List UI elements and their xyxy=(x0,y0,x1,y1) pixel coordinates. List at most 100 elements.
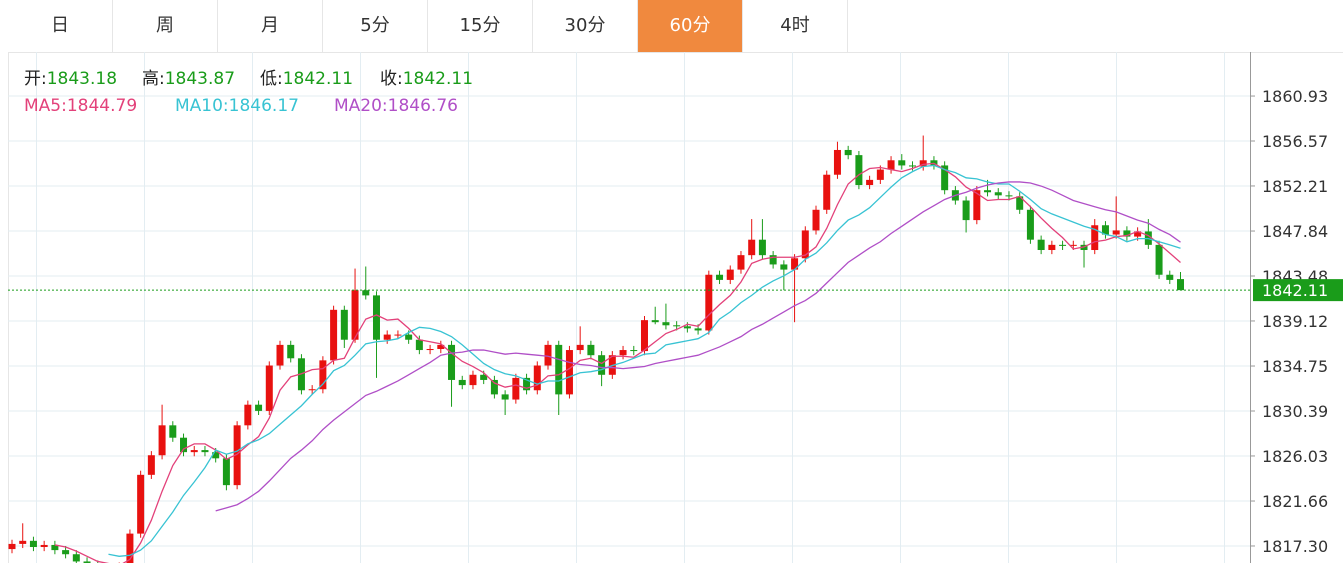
candle-body xyxy=(683,326,691,329)
tab[interactable]: 5分 xyxy=(323,0,428,52)
candle-body xyxy=(673,325,681,327)
grid xyxy=(8,95,1250,547)
ma-line xyxy=(54,162,1181,563)
candle-body xyxy=(726,269,734,280)
candle-body xyxy=(791,258,799,270)
candle-body xyxy=(458,379,466,386)
candle-body xyxy=(523,377,531,391)
ma-line xyxy=(108,164,1181,557)
candle-body xyxy=(812,209,820,231)
candle-body xyxy=(72,554,80,562)
ma-legend: MA5:1844.79 xyxy=(24,96,137,116)
ohlc-label: 开: xyxy=(24,69,47,89)
candle-body xyxy=(83,561,91,563)
candle-body xyxy=(748,239,756,256)
tab[interactable]: 60分 xyxy=(638,0,743,52)
ohlc-value: 1843.87 xyxy=(165,69,235,89)
candle-body xyxy=(1069,244,1077,246)
candle-body xyxy=(640,320,648,352)
ma-value: 1846.76 xyxy=(388,96,458,116)
candle-body xyxy=(941,165,949,191)
candle-body xyxy=(330,309,338,361)
y-tick-label: 1817.30 xyxy=(1262,537,1328,556)
candle-body xyxy=(426,349,434,351)
candle-body xyxy=(126,533,134,563)
y-tick-label: 1852.21 xyxy=(1262,177,1328,196)
ohlc-value: 1843.18 xyxy=(47,69,117,89)
tab[interactable]: 30分 xyxy=(533,0,638,52)
candle-body xyxy=(1059,244,1067,246)
candle-body xyxy=(394,334,402,336)
candle-body xyxy=(405,334,413,340)
candle-body xyxy=(180,437,188,453)
tab[interactable]: 月 xyxy=(218,0,323,52)
y-tick-label: 1856.57 xyxy=(1262,132,1328,151)
candle-body xyxy=(308,389,316,391)
axis: 1860.931856.571852.211847.841843.481839.… xyxy=(1250,87,1328,556)
candle-body xyxy=(651,320,659,323)
candle-body xyxy=(448,344,456,380)
candle-body xyxy=(169,425,177,438)
candle-body xyxy=(716,274,724,280)
candle-body xyxy=(758,239,766,256)
candle-body xyxy=(1037,239,1045,251)
candle-body xyxy=(866,179,874,186)
tab[interactable]: 15分 xyxy=(428,0,533,52)
candle-body xyxy=(887,160,895,170)
candle-body xyxy=(823,174,831,210)
candle-body xyxy=(801,230,809,259)
candle-body xyxy=(469,374,477,386)
candle-body xyxy=(233,425,241,486)
tab[interactable]: 4时 xyxy=(743,0,848,52)
candle-body xyxy=(501,394,509,400)
tab[interactable]: 周 xyxy=(113,0,218,52)
candle-body xyxy=(908,165,916,167)
candle-body xyxy=(994,192,1002,196)
candle-body xyxy=(705,274,713,331)
candle-body xyxy=(276,344,284,366)
candle-body xyxy=(158,425,166,456)
ohlc-label: 收: xyxy=(380,69,403,89)
candle-body xyxy=(1091,225,1099,251)
candle-body xyxy=(1166,274,1174,280)
candle-body xyxy=(319,360,327,390)
candle-body xyxy=(555,344,563,395)
candle-body xyxy=(490,379,498,395)
y-tick-label: 1834.75 xyxy=(1262,357,1328,376)
ohlc-item: 低:1842.11 xyxy=(260,69,353,89)
candle-body xyxy=(212,452,220,459)
candle-body xyxy=(973,190,981,221)
ohlc-value: 1842.11 xyxy=(283,69,353,89)
ma-value: 1844.79 xyxy=(67,96,137,116)
candle-body xyxy=(1005,195,1013,197)
candle-body xyxy=(255,404,263,411)
ma-name: MA5: xyxy=(24,96,67,116)
candle-body xyxy=(8,543,16,550)
candle-body xyxy=(51,544,59,551)
candle-body xyxy=(383,334,391,340)
y-tick-label: 1821.66 xyxy=(1262,492,1328,511)
last-price-box xyxy=(1253,279,1343,302)
candle-body xyxy=(962,200,970,221)
candle-body xyxy=(265,365,273,411)
candle-body xyxy=(1112,230,1120,235)
candle-body xyxy=(1134,231,1142,237)
y-tick-label: 1860.93 xyxy=(1262,87,1328,106)
candle-body xyxy=(598,355,606,375)
candle-body xyxy=(62,550,70,555)
candle-body xyxy=(1048,244,1056,251)
ohlc-label: 高: xyxy=(142,69,165,89)
candle-body xyxy=(480,374,488,380)
y-tick-label: 1839.12 xyxy=(1262,312,1328,331)
y-tick-label: 1830.39 xyxy=(1262,402,1328,421)
ma-legend: MA10:1846.17 xyxy=(175,96,299,116)
candle-body xyxy=(1016,196,1024,210)
ohlc-label: 低: xyxy=(260,69,283,89)
candle-body xyxy=(737,255,745,270)
ohlc-item: 高:1843.87 xyxy=(142,69,235,89)
tab[interactable]: 日 xyxy=(8,0,113,52)
candle-body xyxy=(619,350,627,356)
candle-body xyxy=(662,322,670,326)
candle-body xyxy=(833,149,841,175)
